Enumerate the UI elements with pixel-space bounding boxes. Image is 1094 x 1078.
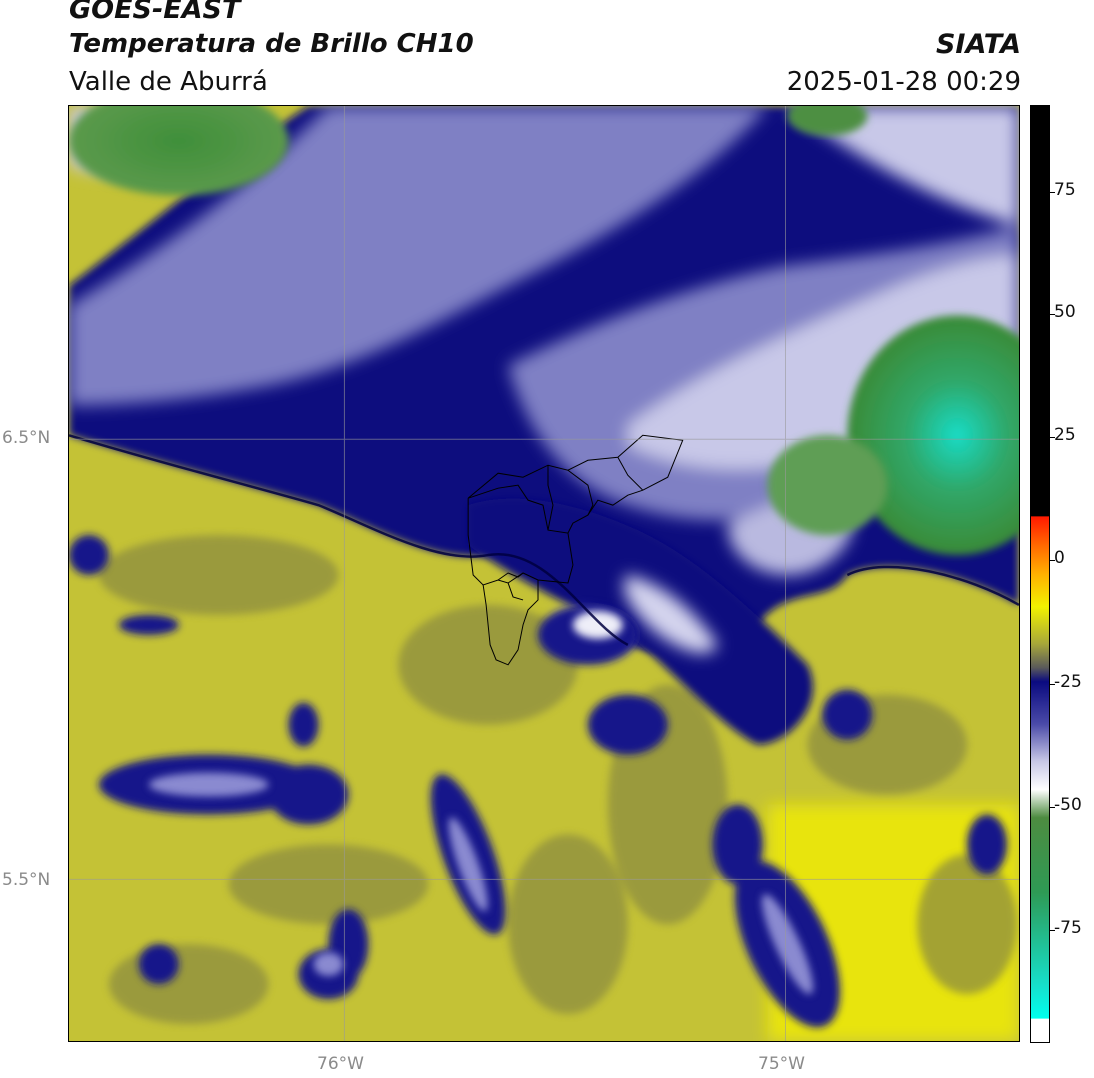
contour-lines — [69, 434, 1019, 646]
green-patch-north — [787, 106, 868, 136]
brand-label: SIATA — [935, 29, 1021, 60]
green-patch-northwest — [69, 106, 289, 196]
temperature-colorbar — [1030, 105, 1050, 1043]
colorbar-tick-minus75: -75 — [1054, 918, 1082, 938]
municipal-boundaries — [467, 434, 684, 666]
gridlines — [69, 106, 1019, 1041]
product-title: Temperatura de Brillo CH10 — [69, 29, 474, 59]
green-patch-northeast — [847, 315, 1019, 556]
colorbar-tick-minus50: -50 — [1054, 795, 1082, 815]
colorbar-tick-0: 0 — [1054, 548, 1065, 568]
cold-cores-south — [148, 610, 814, 995]
colorbar-tick-25: 25 — [1054, 425, 1076, 445]
region-subtitle: Valle de Aburrá — [69, 67, 268, 97]
lat-label-5-5: 5.5°N — [2, 870, 51, 890]
satellite-title: GOES-EAST — [69, 0, 241, 25]
lat-label-6-5: 6.5°N — [2, 428, 51, 448]
lon-label-75w: 75°W — [758, 1054, 805, 1074]
lon-label-76w: 76°W — [317, 1054, 364, 1074]
cloud-band-central — [468, 498, 813, 745]
datetime-label: 2025-01-28 00:29 — [786, 67, 1021, 97]
green-patch-east — [767, 435, 888, 536]
colorbar-tick-50: 50 — [1054, 302, 1076, 322]
brightness-temperature-map[interactable] — [68, 105, 1020, 1042]
colorbar-tick-75: 75 — [1054, 180, 1076, 200]
colorbar-tick-minus25: -25 — [1054, 672, 1082, 692]
